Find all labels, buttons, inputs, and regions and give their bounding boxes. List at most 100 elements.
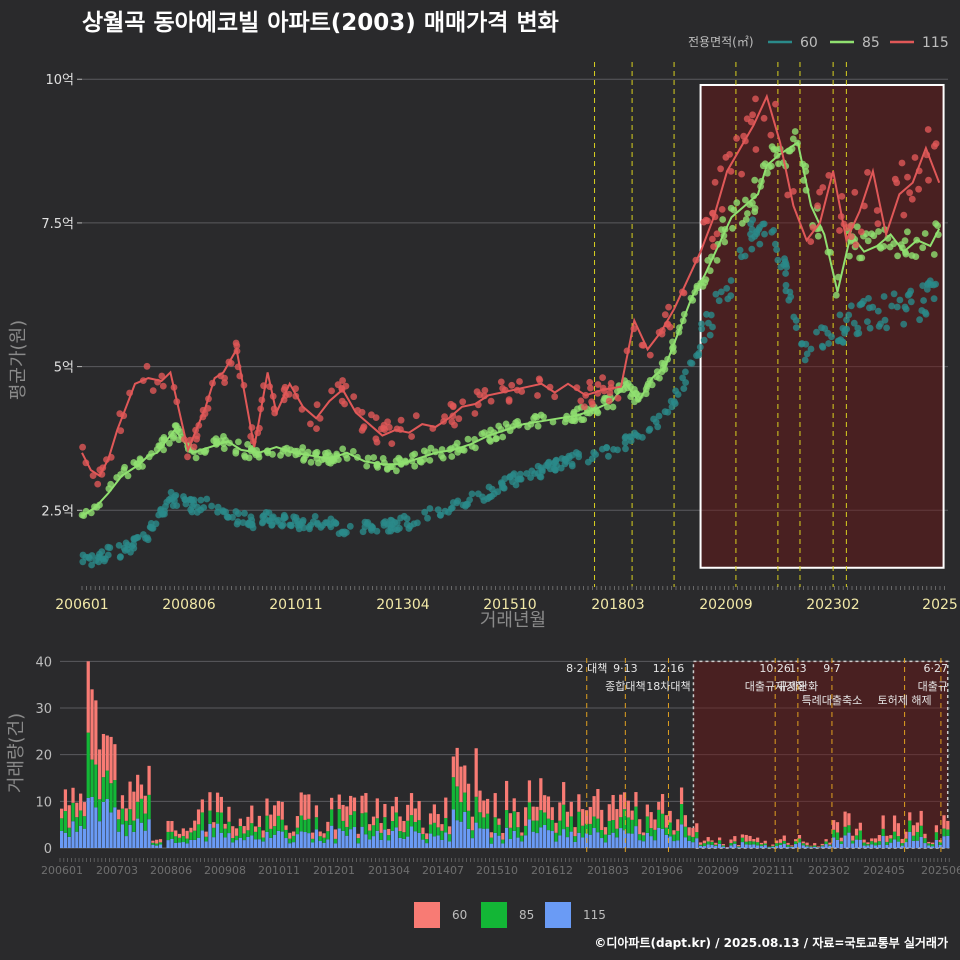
price-point-60	[907, 298, 915, 306]
price-point-85	[393, 467, 400, 475]
volume-bar-60	[657, 801, 661, 810]
volume-bar-60	[512, 798, 516, 812]
volume-bar-60	[436, 814, 440, 828]
price-point-60	[468, 490, 476, 498]
volume-bar-115	[432, 836, 436, 848]
volume-bar-115	[588, 834, 592, 848]
price-point-115	[350, 393, 358, 401]
volume-bar-85	[242, 833, 246, 841]
volume-bar-60	[748, 835, 752, 842]
price-point-60	[575, 450, 582, 458]
volume-bar-85	[862, 842, 866, 846]
price-point-60	[280, 513, 288, 520]
volume-bar-85	[881, 828, 885, 837]
volume-bar-60	[185, 830, 189, 839]
volume-bar-115	[607, 834, 611, 848]
price-point-60	[843, 316, 850, 324]
volume-bar-115	[352, 827, 357, 848]
volume-bar-60	[581, 809, 585, 826]
volume-x-tick-label: 201304	[368, 864, 410, 877]
volume-bar-115	[155, 845, 159, 848]
price-point-60	[738, 253, 745, 261]
volume-bar-115	[215, 823, 220, 848]
price-point-115	[372, 435, 380, 443]
volume-bar-85	[930, 844, 935, 847]
volume-bar-85	[136, 801, 140, 819]
volume-bar-115	[527, 819, 532, 848]
policy-name-label: 대출규제강화	[745, 680, 806, 693]
volume-bar-115	[478, 828, 482, 848]
volume-bar-85	[90, 759, 94, 797]
volume-bar-115	[664, 834, 668, 848]
volume-bar-85	[554, 832, 558, 842]
volume-bar-115	[375, 830, 379, 848]
price-point-85	[578, 416, 585, 424]
volume-chart: 0 10 20 30 40 8·2 대책 9·13 종합대책 12·16 18차대책 10·26 대출…	[35, 655, 960, 877]
price-point-60	[712, 290, 720, 298]
volume-bar-115	[915, 840, 919, 848]
volume-bar-85	[938, 841, 942, 845]
price-line-85	[81, 140, 941, 517]
price-point-115	[752, 95, 759, 103]
volume-bar-85	[527, 802, 532, 820]
volume-bar-85	[379, 832, 383, 840]
price-point-85	[571, 417, 579, 425]
volume-bar-85	[451, 777, 455, 810]
price-point-60	[926, 277, 934, 285]
volume-bar-85	[934, 832, 939, 840]
volume-bar-85	[280, 819, 284, 832]
volume-bar-60	[946, 820, 950, 830]
price-point-85	[324, 449, 332, 456]
price-point-115	[190, 443, 198, 451]
volume-bar-115	[307, 833, 311, 848]
volume-bar-85	[501, 839, 505, 844]
volume-bar-60	[170, 821, 174, 832]
price-point-60	[96, 553, 103, 561]
price-point-85	[759, 162, 767, 170]
price-point-60	[932, 280, 939, 288]
volume-bar-85	[638, 834, 642, 841]
volume-bar-85	[86, 732, 90, 798]
volume-bar-60	[101, 733, 106, 778]
volume-bar-60	[691, 827, 695, 837]
volume-bar-115	[520, 841, 524, 848]
price-point-115	[711, 178, 719, 186]
volume-bar-85	[337, 809, 341, 829]
volume-bar-115	[257, 839, 262, 848]
volume-bar-60	[824, 839, 828, 842]
volume-bar-60	[934, 825, 939, 833]
volume-bar-85	[854, 835, 859, 840]
price-point-85	[384, 464, 391, 472]
volume-bar-85	[212, 827, 216, 838]
volume-bar-115	[466, 828, 471, 848]
volume-bar-115	[166, 840, 170, 848]
volume-bar-85	[626, 817, 630, 834]
price-point-60	[222, 508, 230, 516]
volume-bar-60	[592, 796, 596, 817]
volume-bar-85	[512, 811, 516, 831]
price-point-60	[661, 408, 669, 416]
volume-bar-115	[778, 844, 783, 848]
volume-bar-85	[778, 842, 783, 845]
legend-label-85: 85	[862, 35, 880, 51]
price-point-60	[225, 513, 232, 521]
volume-bar-85	[250, 823, 254, 836]
volume-bar-60	[892, 815, 897, 832]
volume-bar-60	[341, 804, 345, 821]
volume-bar-115	[721, 846, 726, 848]
volume-bar-115	[387, 840, 391, 848]
volume-bar-115	[843, 835, 847, 848]
price-point-115	[605, 397, 613, 405]
price-point-60	[498, 480, 506, 487]
price-point-60	[756, 240, 764, 248]
volume-bar-115	[641, 841, 646, 848]
volume-bar-85	[204, 836, 208, 842]
volume-bar-85	[459, 802, 463, 822]
price-point-115	[891, 175, 899, 183]
volume-bar-60	[717, 837, 722, 841]
volume-bar-115	[577, 832, 581, 848]
price-point-115	[577, 397, 585, 405]
price-point-60	[434, 506, 442, 514]
price-point-85	[392, 457, 400, 465]
volume-bar-60	[120, 795, 125, 809]
